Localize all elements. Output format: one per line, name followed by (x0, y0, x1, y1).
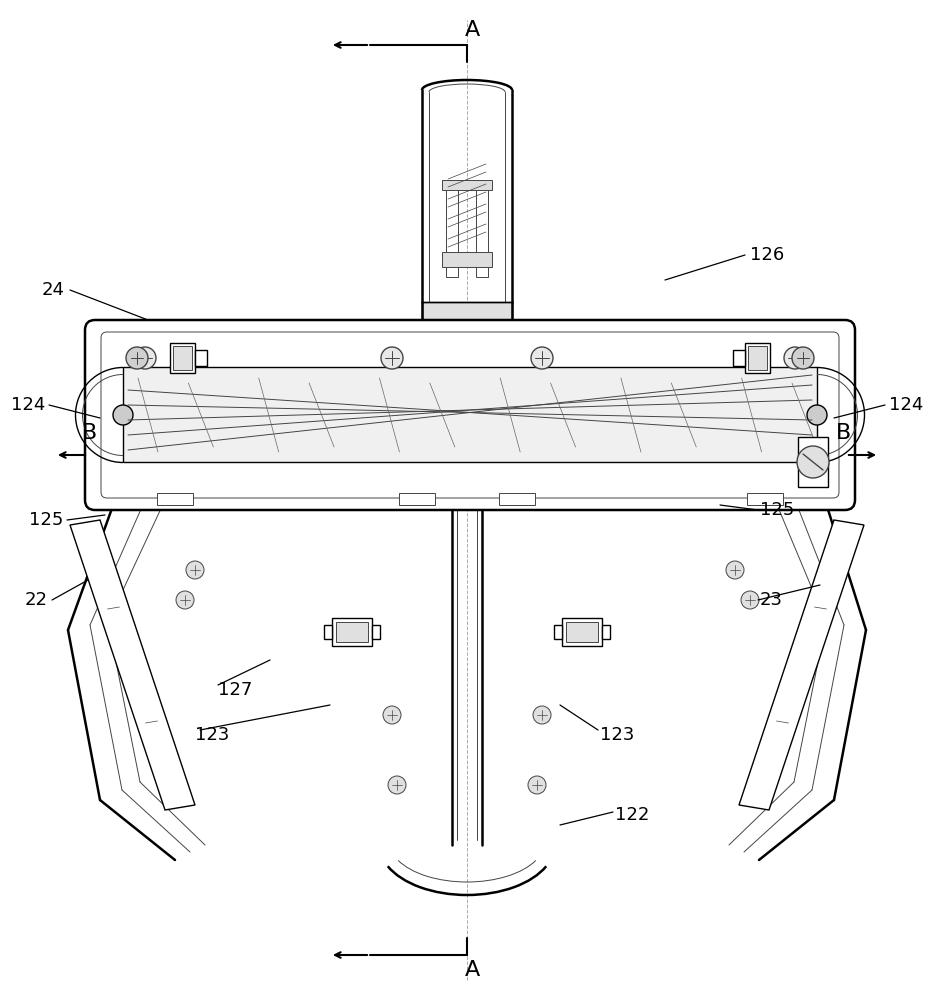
Bar (195, 350, 207, 366)
Text: 23: 23 (760, 591, 783, 609)
Bar (499, 493, 535, 505)
Circle shape (186, 561, 204, 579)
Bar (748, 346, 767, 370)
Text: 123: 123 (600, 726, 634, 744)
Circle shape (792, 347, 814, 369)
Circle shape (126, 347, 148, 369)
Polygon shape (70, 520, 195, 810)
Text: 22: 22 (25, 591, 48, 609)
Bar (554, 625, 562, 639)
Bar (442, 252, 492, 267)
Text: 123: 123 (195, 726, 230, 744)
Bar (336, 622, 368, 642)
Circle shape (726, 561, 744, 579)
Circle shape (528, 776, 546, 794)
Bar (446, 180, 458, 277)
Bar (170, 343, 195, 373)
Circle shape (784, 347, 806, 369)
Circle shape (807, 405, 827, 425)
Bar (372, 625, 380, 639)
Text: 24: 24 (42, 281, 65, 299)
Bar (157, 493, 193, 505)
Bar (566, 622, 598, 642)
Text: 124: 124 (10, 396, 45, 414)
Circle shape (533, 706, 551, 724)
Bar (562, 618, 602, 646)
Text: A: A (464, 960, 480, 980)
Bar (602, 625, 610, 639)
Bar (399, 493, 435, 505)
Bar (798, 437, 828, 487)
Bar (745, 343, 770, 373)
Bar (733, 350, 745, 366)
Text: B: B (82, 423, 98, 443)
Circle shape (113, 405, 133, 425)
Circle shape (531, 347, 553, 369)
Circle shape (741, 591, 759, 609)
Text: 124: 124 (889, 396, 924, 414)
Text: B: B (836, 423, 852, 443)
Text: 126: 126 (750, 246, 785, 264)
Circle shape (176, 591, 194, 609)
Bar (747, 493, 783, 505)
Bar (332, 618, 372, 646)
Bar (173, 346, 192, 370)
Circle shape (381, 347, 403, 369)
Text: 125: 125 (29, 511, 63, 529)
Bar (422, 302, 512, 325)
Text: 122: 122 (615, 806, 649, 824)
Text: A: A (464, 20, 480, 40)
Text: 125: 125 (760, 501, 795, 519)
FancyBboxPatch shape (85, 320, 855, 510)
Circle shape (134, 347, 156, 369)
Circle shape (797, 446, 829, 478)
Text: 127: 127 (218, 681, 252, 699)
Bar (324, 625, 332, 639)
Circle shape (383, 706, 401, 724)
Bar (442, 180, 492, 190)
Polygon shape (739, 520, 864, 810)
Circle shape (388, 776, 406, 794)
Bar (123, 367, 817, 462)
Bar (476, 180, 488, 277)
